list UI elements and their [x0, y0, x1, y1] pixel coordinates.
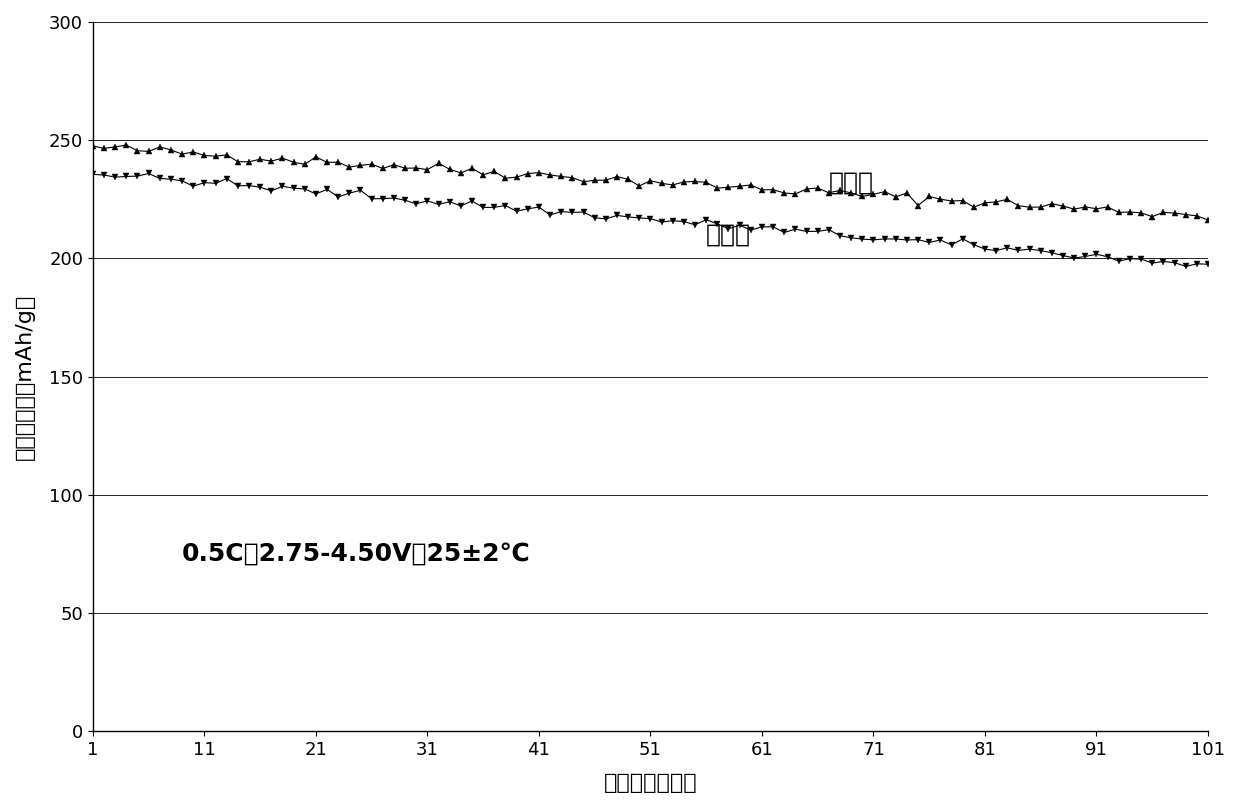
Text: 包覆后: 包覆后: [828, 170, 874, 195]
X-axis label: 循环次数（周）: 循环次数（周）: [604, 773, 697, 793]
Text: 0.5C，2.75-4.50V，25±2℃: 0.5C，2.75-4.50V，25±2℃: [182, 542, 531, 566]
Y-axis label: 放电比容量（mAh/g）: 放电比容量（mAh/g）: [15, 293, 35, 460]
Text: 包覆前: 包覆前: [707, 223, 751, 246]
